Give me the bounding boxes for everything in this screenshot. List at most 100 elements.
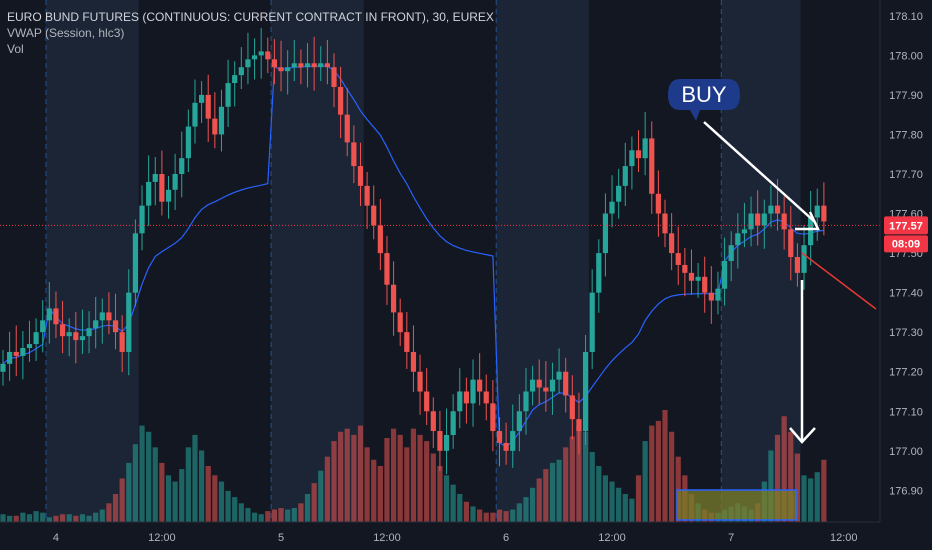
session-band: [46, 0, 139, 522]
volume-bar: [616, 487, 622, 522]
candle-body: [93, 320, 99, 329]
candle-body: [649, 138, 655, 194]
volume-bar: [79, 514, 86, 522]
candle-body: [278, 67, 284, 72]
volume-bar: [318, 470, 324, 522]
y-tick-label: 177.70: [889, 169, 923, 181]
candle-body: [761, 213, 767, 226]
volume-bar: [808, 478, 814, 522]
volume-bar: [781, 416, 787, 522]
candle-body: [556, 371, 562, 380]
volume-bar: [510, 509, 516, 522]
candle-body: [582, 351, 589, 432]
legend-vol[interactable]: Vol: [7, 42, 24, 56]
volume-bar: [304, 494, 311, 522]
volume-bar: [543, 469, 549, 522]
volume-bar: [139, 425, 145, 522]
volume-bar: [556, 459, 562, 522]
candle-body: [331, 67, 337, 87]
candle-body: [132, 233, 138, 293]
volume-bar: [609, 481, 615, 522]
volume-bar: [384, 438, 390, 522]
candle-body: [708, 292, 714, 301]
volume-bar: [457, 494, 463, 522]
candle-body: [13, 351, 19, 356]
candle-body: [490, 403, 496, 432]
volume-bar: [496, 509, 503, 522]
candle-body: [569, 395, 575, 420]
volume-bar: [59, 514, 66, 522]
candle-body: [576, 419, 582, 432]
volume-bar: [430, 453, 436, 522]
volume-bar: [536, 478, 542, 522]
volume-bar: [470, 506, 476, 522]
volume-bar: [199, 450, 205, 522]
candle-body: [73, 332, 79, 341]
candle-body: [516, 411, 522, 432]
volume-bar: [463, 501, 469, 522]
candle-body: [543, 387, 549, 392]
y-tick-label: 177.90: [889, 90, 923, 102]
price-axis-background: [880, 0, 932, 550]
candle-body: [642, 138, 648, 159]
candle-body: [265, 51, 271, 60]
volume-bar: [549, 462, 556, 522]
volume-bar: [404, 447, 410, 522]
volume-bar: [265, 511, 271, 522]
x-tick-label: 12:00: [148, 532, 176, 544]
candle-body: [794, 257, 800, 273]
candle-body: [669, 233, 675, 254]
candle-body: [159, 174, 165, 202]
candle-body: [390, 284, 397, 313]
candle-body: [563, 371, 569, 396]
candle-body: [510, 431, 516, 451]
volume-bar: [424, 441, 430, 522]
candle-body: [755, 213, 761, 226]
volume-bar: [185, 447, 191, 522]
volume-bar: [291, 508, 297, 522]
volume-bar: [245, 508, 251, 522]
candle-body: [258, 51, 264, 56]
candle-body: [635, 150, 642, 159]
candle-body: [814, 205, 820, 218]
volume-bar: [596, 466, 602, 522]
candle-body: [463, 391, 469, 404]
legend-vwap[interactable]: VWAP (Session, hlc3): [7, 26, 125, 40]
candle-body: [616, 185, 622, 202]
y-tick-label: 176.90: [889, 485, 923, 497]
candle-body: [66, 332, 72, 337]
candle-body: [443, 435, 450, 451]
candle-body: [801, 245, 807, 273]
volume-bar: [437, 466, 443, 522]
candle-body: [589, 292, 595, 352]
volume-bar: [589, 452, 595, 522]
y-tick-label: 177.00: [889, 446, 923, 458]
volume-bar: [629, 498, 635, 522]
vwap-line: [2, 65, 824, 448]
volume-bar: [331, 441, 337, 522]
candle-body: [212, 118, 218, 135]
volume-bar: [338, 431, 344, 522]
candle-body: [364, 185, 370, 206]
volume-bar: [179, 469, 185, 522]
legend-symbol-title[interactable]: EURO BUND FUTURES (CONTINUOUS: CURRENT C…: [7, 10, 494, 24]
y-tick-label: 177.30: [889, 327, 923, 339]
candle-body: [172, 174, 178, 190]
volume-bar: [390, 428, 397, 522]
x-tick-label: 6: [503, 532, 509, 544]
candle-body: [304, 63, 311, 68]
candle-body: [629, 150, 635, 167]
candle-body: [821, 205, 827, 222]
volume-bar: [814, 472, 820, 522]
x-tick-label: 12:00: [598, 532, 626, 544]
volume-bar: [53, 515, 59, 522]
volume-bar: [106, 503, 112, 522]
volume-bar: [788, 431, 794, 522]
candle-body: [119, 332, 125, 352]
candle-body: [728, 245, 734, 261]
volume-bar: [132, 444, 138, 522]
candle-body: [357, 166, 364, 186]
volume-bar: [364, 447, 370, 522]
